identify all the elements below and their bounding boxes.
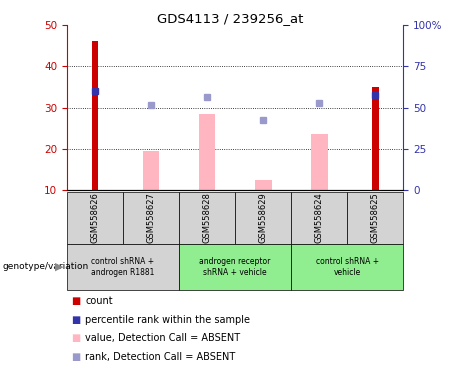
Text: genotype/variation: genotype/variation (2, 262, 89, 271)
Bar (92, 41, 98, 190)
Bar (179, 192, 235, 244)
Text: ■: ■ (71, 315, 81, 325)
Bar (372, 87, 378, 190)
Bar (67, 244, 179, 290)
Text: percentile rank within the sample: percentile rank within the sample (85, 315, 250, 325)
Text: ■: ■ (71, 352, 81, 362)
Bar (347, 192, 403, 244)
Text: control shRNA +
vehicle: control shRNA + vehicle (316, 257, 379, 276)
Text: GSM558629: GSM558629 (259, 192, 268, 243)
Text: ▶: ▶ (55, 262, 63, 272)
Bar (311, 134, 328, 190)
Bar (255, 180, 272, 190)
Text: control shRNA +
androgen R1881: control shRNA + androgen R1881 (91, 257, 154, 276)
Bar (142, 151, 160, 190)
Text: GDS4113 / 239256_at: GDS4113 / 239256_at (157, 12, 304, 25)
Text: value, Detection Call = ABSENT: value, Detection Call = ABSENT (85, 333, 240, 343)
Bar (123, 192, 179, 244)
Bar (199, 114, 215, 190)
Bar (179, 244, 291, 290)
Bar (235, 192, 291, 244)
Text: ■: ■ (71, 296, 81, 306)
Text: count: count (85, 296, 113, 306)
Text: rank, Detection Call = ABSENT: rank, Detection Call = ABSENT (85, 352, 236, 362)
Text: GSM558625: GSM558625 (371, 192, 380, 243)
Text: GSM558627: GSM558627 (147, 192, 155, 243)
Text: androgen receptor
shRNA + vehicle: androgen receptor shRNA + vehicle (200, 257, 271, 276)
Bar (291, 244, 403, 290)
Bar (67, 192, 123, 244)
Text: GSM558626: GSM558626 (90, 192, 100, 243)
Bar (291, 192, 347, 244)
Text: GSM558628: GSM558628 (202, 192, 212, 243)
Text: ■: ■ (71, 333, 81, 343)
Text: GSM558624: GSM558624 (315, 192, 324, 243)
